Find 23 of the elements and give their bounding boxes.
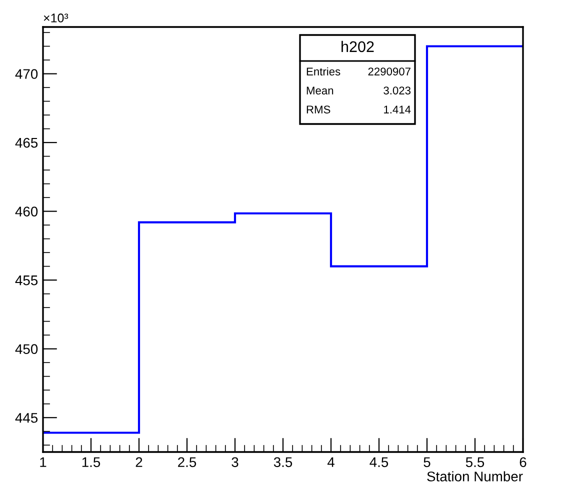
y-tick-label: 465 xyxy=(15,138,38,148)
text: Entries 2290907 xyxy=(306,67,410,76)
text: ×10³ xyxy=(44,14,68,22)
y-tick-label: 470 xyxy=(15,69,38,79)
x-tick-label: 2.5 xyxy=(178,457,196,468)
x-tick-label: 2 xyxy=(136,457,142,467)
y-tick-label: 460 xyxy=(15,206,38,216)
x-tick-label: 3 xyxy=(232,457,238,468)
x-tick-label: 5 xyxy=(424,457,430,468)
x-tick-label: 4 xyxy=(327,457,334,467)
x-tick-label: 1 xyxy=(40,457,46,467)
y-tick-label: 445 xyxy=(15,413,38,423)
x-tick-label: 5.5 xyxy=(466,457,484,468)
x-tick-label: 6 xyxy=(520,457,526,468)
y-tick-label: 455 xyxy=(15,276,38,286)
annotation: h202 xyxy=(342,40,374,52)
text: Mean 3.023 xyxy=(306,86,411,94)
x-tick-label: 4.5 xyxy=(370,457,388,468)
y-tick-label: 450 xyxy=(15,344,38,354)
x-tick-label: 1.5 xyxy=(82,457,100,468)
text: RMS 1.414 xyxy=(306,106,411,114)
x-axis-title: Station Number xyxy=(427,471,523,482)
x-tick-label: 3.5 xyxy=(274,457,292,468)
